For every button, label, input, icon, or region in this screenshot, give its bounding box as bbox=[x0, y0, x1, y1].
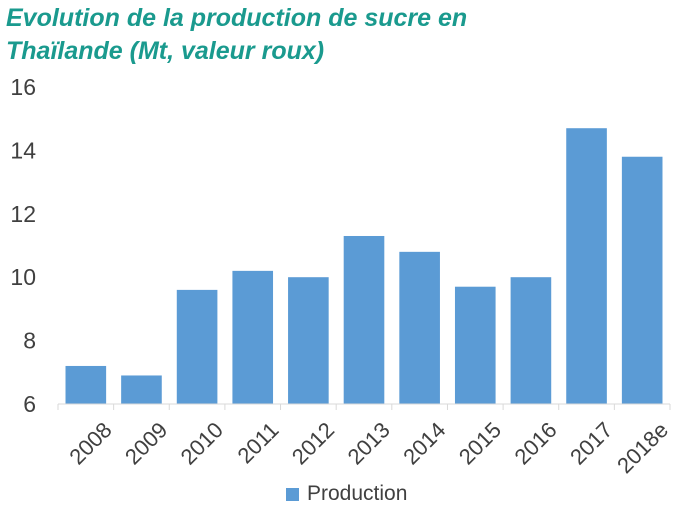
bar-2013 bbox=[343, 235, 385, 404]
bar-2010 bbox=[176, 289, 218, 404]
x-tick-label: 2010 bbox=[176, 417, 228, 469]
bar-2018e bbox=[621, 156, 663, 404]
x-tick-label: 2011 bbox=[232, 417, 283, 468]
bar-2012 bbox=[288, 277, 329, 404]
x-tick-label: 2017 bbox=[565, 417, 617, 469]
legend-label: Production bbox=[307, 482, 408, 505]
y-tick-label: 6 bbox=[23, 391, 36, 417]
legend-swatch bbox=[286, 487, 299, 501]
x-tick-label: 2013 bbox=[343, 417, 395, 469]
bar-2014 bbox=[399, 251, 440, 404]
x-tick-label: 2012 bbox=[287, 417, 339, 469]
bars bbox=[65, 128, 663, 404]
bar-2009 bbox=[121, 375, 162, 404]
bar-2008 bbox=[65, 365, 107, 404]
x-tick-label: 2014 bbox=[398, 417, 450, 469]
bar-2015 bbox=[454, 286, 496, 404]
chart-title: Evolution de la production de sucre en T… bbox=[6, 2, 666, 68]
x-axis: 2008 2009 2010 2011 2012 2013 2014 2015 2016 2017… bbox=[57, 403, 673, 478]
y-tick-label: 14 bbox=[10, 137, 36, 163]
bar-2011 bbox=[232, 270, 274, 404]
y-tick-label: 12 bbox=[10, 201, 36, 227]
x-tick-label: 2009 bbox=[120, 417, 172, 469]
x-tick-label: 2016 bbox=[509, 417, 561, 469]
x-tick-label: 2015 bbox=[454, 417, 506, 469]
bar-2017 bbox=[566, 128, 607, 404]
y-axis: 6 8 10 12 14 16 bbox=[10, 74, 36, 417]
chart-title-line-1: Evolution de la production de sucre en bbox=[6, 4, 468, 32]
bar-2016 bbox=[510, 277, 552, 404]
x-tick-label: 2018e bbox=[612, 417, 673, 478]
legend: Production bbox=[286, 482, 407, 506]
y-tick-label: 10 bbox=[10, 264, 36, 290]
y-tick-label: 16 bbox=[10, 74, 36, 100]
y-tick-label: 8 bbox=[23, 328, 36, 354]
x-tick-label: 2008 bbox=[64, 417, 116, 469]
chart-title-line-2: Thaïlande (Mt, valeur roux) bbox=[6, 37, 325, 65]
